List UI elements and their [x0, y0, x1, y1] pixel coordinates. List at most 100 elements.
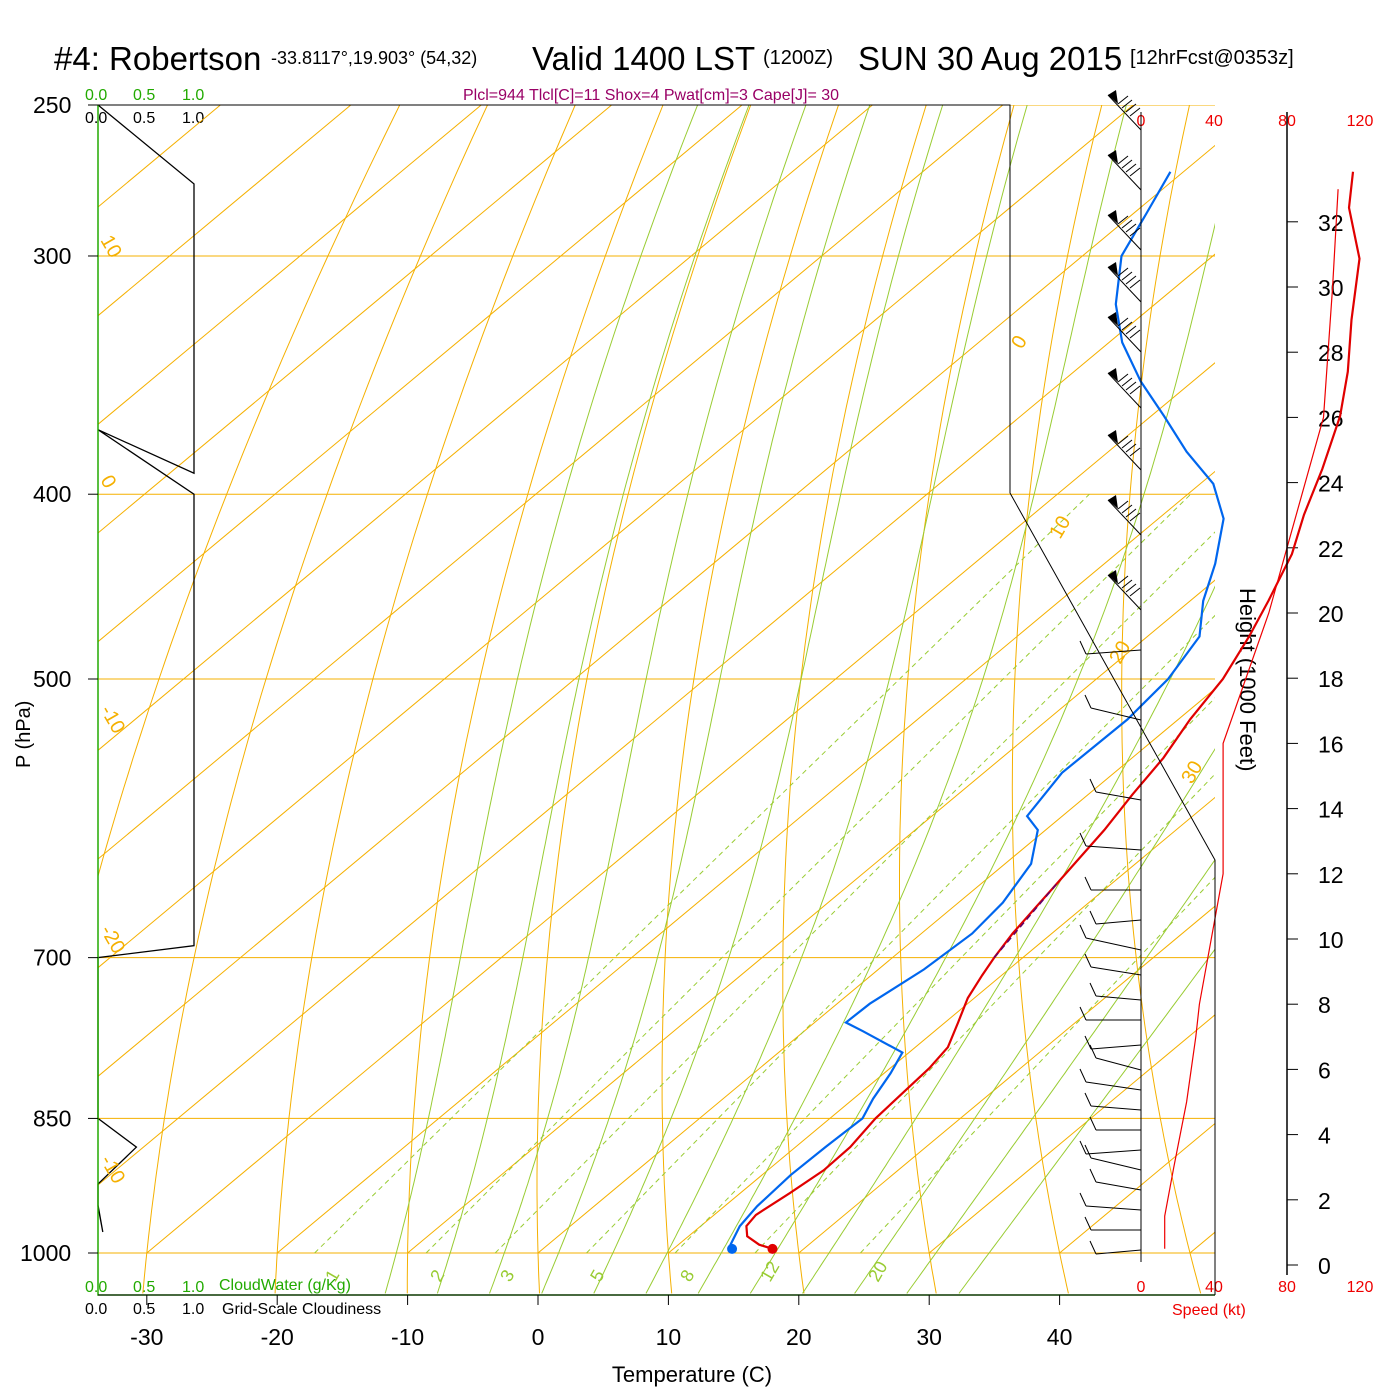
- wind-barb-flag: [1121, 99, 1133, 109]
- cloud-top-black-tick-2: 1.0: [182, 110, 204, 127]
- wind-barb-flag: [1129, 329, 1141, 339]
- wind-barb-staff: [1085, 845, 1142, 851]
- dewpoint-trace: [729, 171, 1225, 1250]
- wind-barb-flag: [1079, 924, 1087, 939]
- cloud-bottom-green-tick-2: 1.0: [182, 1279, 204, 1296]
- wind-barb: [1107, 495, 1142, 536]
- wind-barb-flag: [1084, 1092, 1092, 1107]
- height-axis-label: Height (1000 Feet): [1235, 588, 1260, 771]
- wind-barb: [1079, 924, 1142, 951]
- wind-barb-flag: [1084, 876, 1092, 891]
- dry-adiabat-10: [661, 105, 840, 1294]
- wind-barb-flag: [1129, 385, 1141, 395]
- wind-barb: [1089, 910, 1142, 925]
- wind-barb: [1089, 778, 1142, 801]
- wind-barb-flag: [1129, 227, 1141, 237]
- pressure-tick-500: 500: [33, 666, 71, 692]
- moist-adiabat-12: [645, 105, 1028, 1294]
- isotherm-label-0: 0: [1007, 332, 1032, 353]
- wind-barb-staff: [1085, 1081, 1142, 1091]
- mixing-ratio-5: [586, 614, 1215, 1254]
- cloud-bottom-green-tick-1: 0.5: [133, 1279, 155, 1296]
- wind-barb-flag: [1129, 107, 1141, 117]
- wind-barb-pennant: [1108, 430, 1118, 444]
- wind-barb-flag: [1079, 1192, 1087, 1207]
- temperature-tick-labels: -30 -20 -10 0 10 20 30 40: [130, 1324, 1072, 1350]
- wind-barb-flag: [1129, 279, 1141, 289]
- pressure-tick-850: 850: [33, 1105, 71, 1131]
- moist-adiabat--4: [436, 105, 750, 1294]
- isotherm--80: [98, 105, 873, 751]
- speed-top-tick-120: 120: [1347, 113, 1374, 130]
- wind-barb-staff: [1107, 266, 1142, 303]
- wind-barb-flag: [1125, 583, 1137, 593]
- wind-barb-flag: [1079, 832, 1087, 847]
- wind-speed-trace: [1164, 189, 1339, 1249]
- wind-barb-flag: [1084, 1216, 1092, 1231]
- wind-barb: [1107, 262, 1142, 303]
- surface-temperature-dot: [767, 1243, 778, 1254]
- moist-adiabat-24: [802, 585, 1215, 1294]
- isotherm--70: [98, 105, 1004, 860]
- wind-barb: [1107, 368, 1142, 409]
- height-tick-30: 30: [1318, 275, 1344, 301]
- moist-adiabat-20: [749, 222, 1215, 1294]
- y-axis-label: P (hPa): [13, 701, 35, 768]
- cloud-top-green-tick-2: 1.0: [182, 87, 204, 104]
- moist-adiabat--8: [384, 105, 699, 1294]
- wind-barb-pennant: [1108, 150, 1118, 164]
- isotherm--90: [98, 105, 743, 643]
- wind-barb-flag: [1117, 500, 1129, 510]
- cloud-bottom-green-tick-0: 0.0: [85, 1279, 107, 1296]
- wind-barb-staff: [1090, 1157, 1142, 1171]
- isotherm--10: [407, 579, 1215, 1254]
- wind-barb-staff: [1107, 434, 1142, 471]
- height-tick-32: 32: [1318, 210, 1344, 236]
- wind-barb: [1084, 1092, 1142, 1111]
- moist-adiabat-label-3: 3: [496, 1266, 518, 1285]
- speed-tick-labels-top: 0 40 80 120: [1137, 113, 1374, 130]
- wind-barb-flag: [1079, 1140, 1087, 1155]
- wind-barb-flag: [1125, 275, 1137, 285]
- wind-barb-flag: [1079, 1006, 1087, 1021]
- valid-time: Valid 1400 LST: [532, 40, 755, 77]
- isotherm--100: [98, 105, 612, 534]
- wind-barb-flag: [1117, 435, 1129, 445]
- cloud-bottom-black-tick-0: 0.0: [85, 1301, 107, 1318]
- wind-barb-staff: [1085, 1149, 1142, 1155]
- wind-barb-flag: [1089, 778, 1097, 793]
- wind-barb: [1107, 150, 1142, 191]
- moist-adiabat-label-20: 20: [864, 1258, 891, 1285]
- wind-barb-flag: [1125, 163, 1137, 173]
- temp-tick-0: 0: [532, 1324, 545, 1350]
- wind-barb-flag: [1089, 1116, 1097, 1131]
- moist-adiabat-36: [958, 948, 1215, 1294]
- wind-barb: [1089, 1116, 1141, 1131]
- dry-adiabat-50: [1121, 105, 1202, 1294]
- dry-adiabat-30: [899, 105, 1015, 1294]
- cloud-top-ticks: 0.0 0.5 1.0 0.0 0.5 1.0: [85, 87, 204, 127]
- wind-barb-flag: [1125, 103, 1137, 113]
- wind-barb-staff: [1090, 1044, 1142, 1050]
- wind-barb-pennant: [1108, 262, 1118, 276]
- wind-barb-pennant: [1108, 495, 1118, 509]
- wind-barb-staff: [1107, 574, 1142, 611]
- wind-barbs: [1079, 90, 1142, 1255]
- isotherm-label-4: 10: [96, 232, 126, 262]
- cloud-top-black-tick-1: 0.5: [133, 110, 155, 127]
- wind-barb-flag: [1079, 640, 1087, 655]
- height-tick-16: 16: [1318, 731, 1344, 757]
- speed-tick-labels-bottom: 0 40 80 120 Speed (kt): [1137, 1279, 1374, 1319]
- mixing-ratio-8: [674, 697, 1215, 1254]
- skewt-grid: 1 2 3 5 8 12 20: [98, 105, 1215, 1294]
- wind-barb-flag: [1089, 910, 1097, 925]
- wind-barb-flag: [1125, 325, 1137, 335]
- isotherm-label-1: 10: [1045, 512, 1075, 542]
- wind-barb-staff: [1085, 1205, 1142, 1211]
- cloud-top-green-tick-0: 0.0: [85, 87, 107, 104]
- wind-barb-staff: [1107, 154, 1142, 191]
- pressure-tick-1000: 1000: [20, 1240, 71, 1266]
- wind-barb-flag: [1125, 381, 1137, 391]
- station-coords: -33.8117°,19.903° (54,32): [271, 48, 477, 68]
